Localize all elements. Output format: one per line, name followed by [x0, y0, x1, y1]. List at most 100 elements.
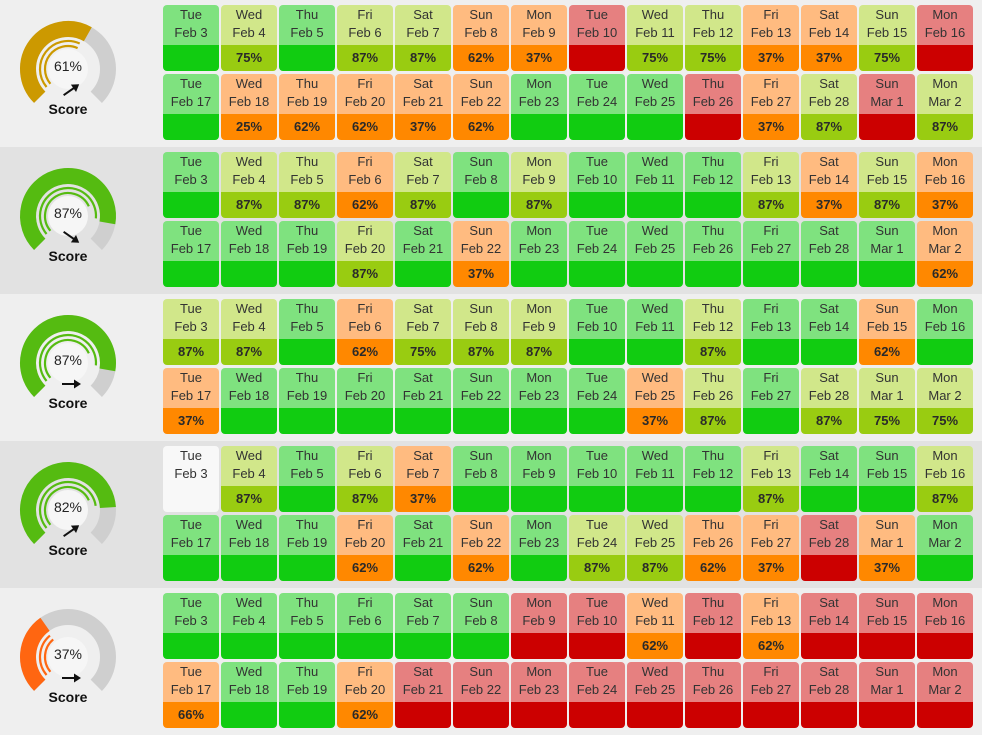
day-cell[interactable]: Tue Feb 10	[569, 152, 625, 218]
day-cell[interactable]: Tue Feb 3	[163, 152, 219, 218]
day-cell[interactable]: Sat Feb 21	[395, 368, 451, 434]
day-cell[interactable]: Mon Feb 9 87%	[511, 299, 567, 365]
day-cell[interactable]: Fri Feb 13 62%	[743, 593, 799, 659]
day-cell[interactable]: Sat Feb 7	[395, 593, 451, 659]
day-cell[interactable]: Thu Feb 5	[279, 593, 335, 659]
day-cell[interactable]: Thu Feb 5	[279, 299, 335, 365]
day-cell[interactable]: Sat Feb 21 37%	[395, 74, 451, 140]
day-cell[interactable]: Tue Feb 24	[569, 662, 625, 728]
day-cell[interactable]: Wed Feb 25	[627, 74, 683, 140]
day-cell[interactable]: Sun Mar 1 75%	[859, 368, 915, 434]
day-cell[interactable]: Tue Feb 3	[163, 5, 219, 71]
day-cell[interactable]: Tue Feb 17	[163, 221, 219, 287]
day-cell[interactable]: Fri Feb 20 62%	[337, 515, 393, 581]
day-cell[interactable]: Mon Feb 23	[511, 368, 567, 434]
day-cell[interactable]: Thu Feb 19	[279, 662, 335, 728]
day-cell[interactable]: Sun Mar 1	[859, 74, 915, 140]
day-cell[interactable]: Sun Feb 15 62%	[859, 299, 915, 365]
day-cell[interactable]: Thu Feb 12 75%	[685, 5, 741, 71]
day-cell[interactable]: Fri Feb 6 62%	[337, 152, 393, 218]
day-cell[interactable]: Wed Feb 4 87%	[221, 299, 277, 365]
day-cell[interactable]: Sat Feb 14	[801, 593, 857, 659]
day-cell[interactable]: Tue Feb 24 87%	[569, 515, 625, 581]
day-cell[interactable]: Sat Feb 7 75%	[395, 299, 451, 365]
day-cell[interactable]: Fri Feb 27 37%	[743, 515, 799, 581]
day-cell[interactable]: Mon Feb 16	[917, 299, 973, 365]
day-cell[interactable]: Mon Feb 9	[511, 593, 567, 659]
day-cell[interactable]: Wed Feb 25 87%	[627, 515, 683, 581]
day-cell[interactable]: Wed Feb 4 87%	[221, 152, 277, 218]
day-cell[interactable]: Tue Feb 10	[569, 446, 625, 512]
day-cell[interactable]: Fri Feb 6 62%	[337, 299, 393, 365]
day-cell[interactable]: Sat Feb 28	[801, 515, 857, 581]
day-cell[interactable]: Thu Feb 19	[279, 368, 335, 434]
day-cell[interactable]: Thu Feb 26	[685, 74, 741, 140]
day-cell[interactable]: Tue Feb 10	[569, 299, 625, 365]
day-cell[interactable]: Sun Feb 8 87%	[453, 299, 509, 365]
day-cell[interactable]: Sun Feb 22 62%	[453, 74, 509, 140]
day-cell[interactable]: Tue Feb 17	[163, 74, 219, 140]
day-cell[interactable]: Sun Feb 15 75%	[859, 5, 915, 71]
day-cell[interactable]: Wed Feb 25	[627, 662, 683, 728]
day-cell[interactable]: Wed Feb 18 25%	[221, 74, 277, 140]
day-cell[interactable]: Fri Feb 27	[743, 221, 799, 287]
day-cell[interactable]: Thu Feb 19	[279, 221, 335, 287]
day-cell[interactable]: Mon Mar 2 75%	[917, 368, 973, 434]
day-cell[interactable]: Wed Feb 11	[627, 446, 683, 512]
day-cell[interactable]: Wed Feb 18	[221, 662, 277, 728]
day-cell[interactable]: Sat Feb 7 87%	[395, 152, 451, 218]
day-cell[interactable]: Wed Feb 11 62%	[627, 593, 683, 659]
day-cell[interactable]: Sat Feb 7 87%	[395, 5, 451, 71]
day-cell[interactable]: Sat Feb 7 37%	[395, 446, 451, 512]
day-cell[interactable]: Thu Feb 26	[685, 662, 741, 728]
day-cell[interactable]: Fri Feb 20 87%	[337, 221, 393, 287]
day-cell[interactable]: Sun Mar 1	[859, 662, 915, 728]
day-cell[interactable]: Mon Feb 9 37%	[511, 5, 567, 71]
day-cell[interactable]: Mon Mar 2 62%	[917, 221, 973, 287]
day-cell[interactable]: Mon Feb 23	[511, 74, 567, 140]
day-cell[interactable]: Fri Feb 6 87%	[337, 446, 393, 512]
day-cell[interactable]: Tue Feb 10	[569, 5, 625, 71]
day-cell[interactable]: Mon Feb 16 37%	[917, 152, 973, 218]
day-cell[interactable]: Wed Feb 11 75%	[627, 5, 683, 71]
day-cell[interactable]: Fri Feb 13 87%	[743, 152, 799, 218]
day-cell[interactable]: Mon Feb 16 87%	[917, 446, 973, 512]
day-cell[interactable]: Wed Feb 11	[627, 152, 683, 218]
day-cell[interactable]: Fri Feb 20 62%	[337, 74, 393, 140]
day-cell[interactable]: Thu Feb 12	[685, 152, 741, 218]
day-cell[interactable]: Sat Feb 14	[801, 299, 857, 365]
day-cell[interactable]: Sun Feb 8 62%	[453, 5, 509, 71]
day-cell[interactable]: Wed Feb 25	[627, 221, 683, 287]
day-cell[interactable]: Sat Feb 28	[801, 221, 857, 287]
day-cell[interactable]: Fri Feb 27	[743, 662, 799, 728]
day-cell[interactable]: Tue Feb 3	[163, 593, 219, 659]
day-cell[interactable]: Sat Feb 14 37%	[801, 152, 857, 218]
day-cell[interactable]: Tue Feb 17 66%	[163, 662, 219, 728]
day-cell[interactable]: Sat Feb 21	[395, 221, 451, 287]
day-cell[interactable]: Thu Feb 5 87%	[279, 152, 335, 218]
day-cell[interactable]: Wed Feb 18	[221, 221, 277, 287]
day-cell[interactable]: Sun Mar 1 37%	[859, 515, 915, 581]
day-cell[interactable]: Wed Feb 11	[627, 299, 683, 365]
day-cell[interactable]: Sat Feb 28 87%	[801, 74, 857, 140]
day-cell[interactable]: Wed Feb 4	[221, 593, 277, 659]
day-cell[interactable]: Fri Feb 13 37%	[743, 5, 799, 71]
day-cell[interactable]: Thu Feb 26	[685, 221, 741, 287]
day-cell[interactable]: Fri Feb 13	[743, 299, 799, 365]
day-cell[interactable]: Wed Feb 25 37%	[627, 368, 683, 434]
day-cell[interactable]: Tue Feb 10	[569, 593, 625, 659]
day-cell[interactable]: Sat Feb 28 87%	[801, 368, 857, 434]
day-cell[interactable]: Mon Feb 9	[511, 446, 567, 512]
day-cell[interactable]: Thu Feb 5	[279, 446, 335, 512]
day-cell[interactable]: Fri Feb 13 87%	[743, 446, 799, 512]
day-cell[interactable]: Fri Feb 20 62%	[337, 662, 393, 728]
day-cell[interactable]: Thu Feb 12	[685, 446, 741, 512]
day-cell[interactable]: Sat Feb 21	[395, 515, 451, 581]
day-cell[interactable]: Thu Feb 19 62%	[279, 74, 335, 140]
day-cell[interactable]: Tue Feb 24	[569, 368, 625, 434]
day-cell[interactable]: Sun Mar 1	[859, 221, 915, 287]
day-cell[interactable]: Wed Feb 18	[221, 368, 277, 434]
day-cell[interactable]: Mon Feb 23	[511, 662, 567, 728]
day-cell[interactable]: Sat Feb 21	[395, 662, 451, 728]
day-cell[interactable]: Thu Feb 26 62%	[685, 515, 741, 581]
